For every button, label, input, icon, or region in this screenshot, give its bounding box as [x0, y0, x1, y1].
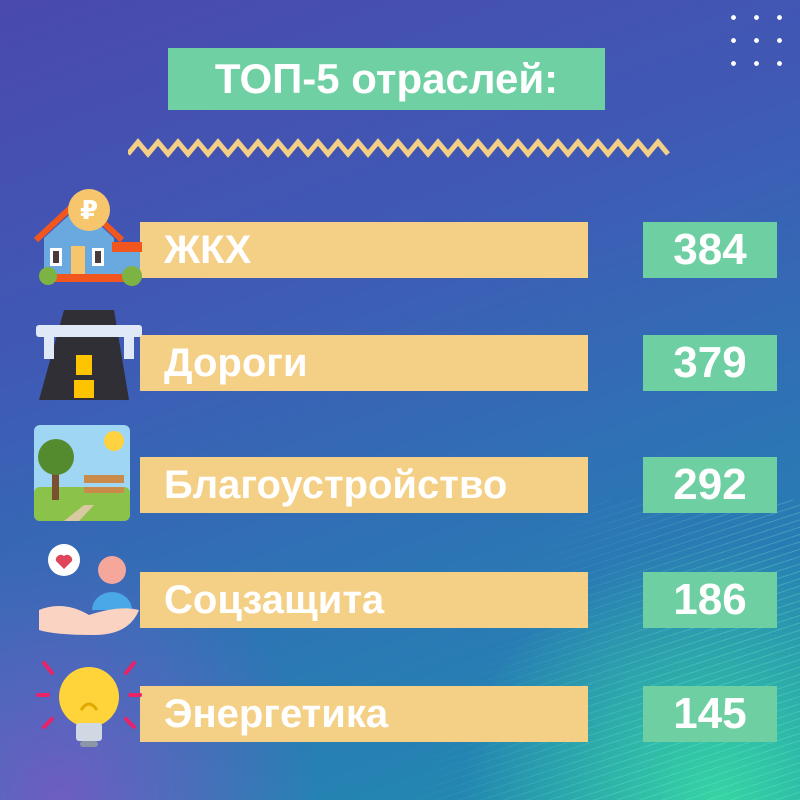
- industry-value: 379: [643, 335, 777, 391]
- industry-label: Энергетика: [164, 691, 389, 736]
- svg-text:₽: ₽: [80, 195, 98, 225]
- industry-value: 145: [643, 686, 777, 742]
- light-bulb-icon: [36, 661, 142, 747]
- industry-value: 186: [643, 572, 777, 628]
- social-care-hand-icon: [39, 544, 139, 635]
- industry-bar: ЖКХ: [140, 222, 588, 278]
- road-bridge-icon: [36, 310, 142, 400]
- industry-label: Благоустройство: [164, 462, 508, 507]
- background-lines: [380, 500, 800, 800]
- industry-bar: Соцзащита: [140, 572, 588, 628]
- industry-bar: Энергетика: [140, 686, 588, 742]
- industry-label: Соцзащита: [164, 577, 385, 622]
- page-title: ТОП-5 отраслей:: [168, 48, 605, 110]
- industry-value: 384: [643, 222, 777, 278]
- park-bench-icon: [34, 425, 130, 521]
- industry-value: 292: [643, 457, 777, 513]
- decorative-dots: [722, 6, 792, 72]
- industry-bar: Благоустройство: [140, 457, 588, 513]
- house-ruble-icon: ₽: [34, 189, 142, 286]
- industry-label: Дороги: [164, 340, 308, 385]
- industry-label: ЖКХ: [164, 227, 252, 272]
- zigzag-divider: [128, 138, 670, 158]
- industry-bar: Дороги: [140, 335, 588, 391]
